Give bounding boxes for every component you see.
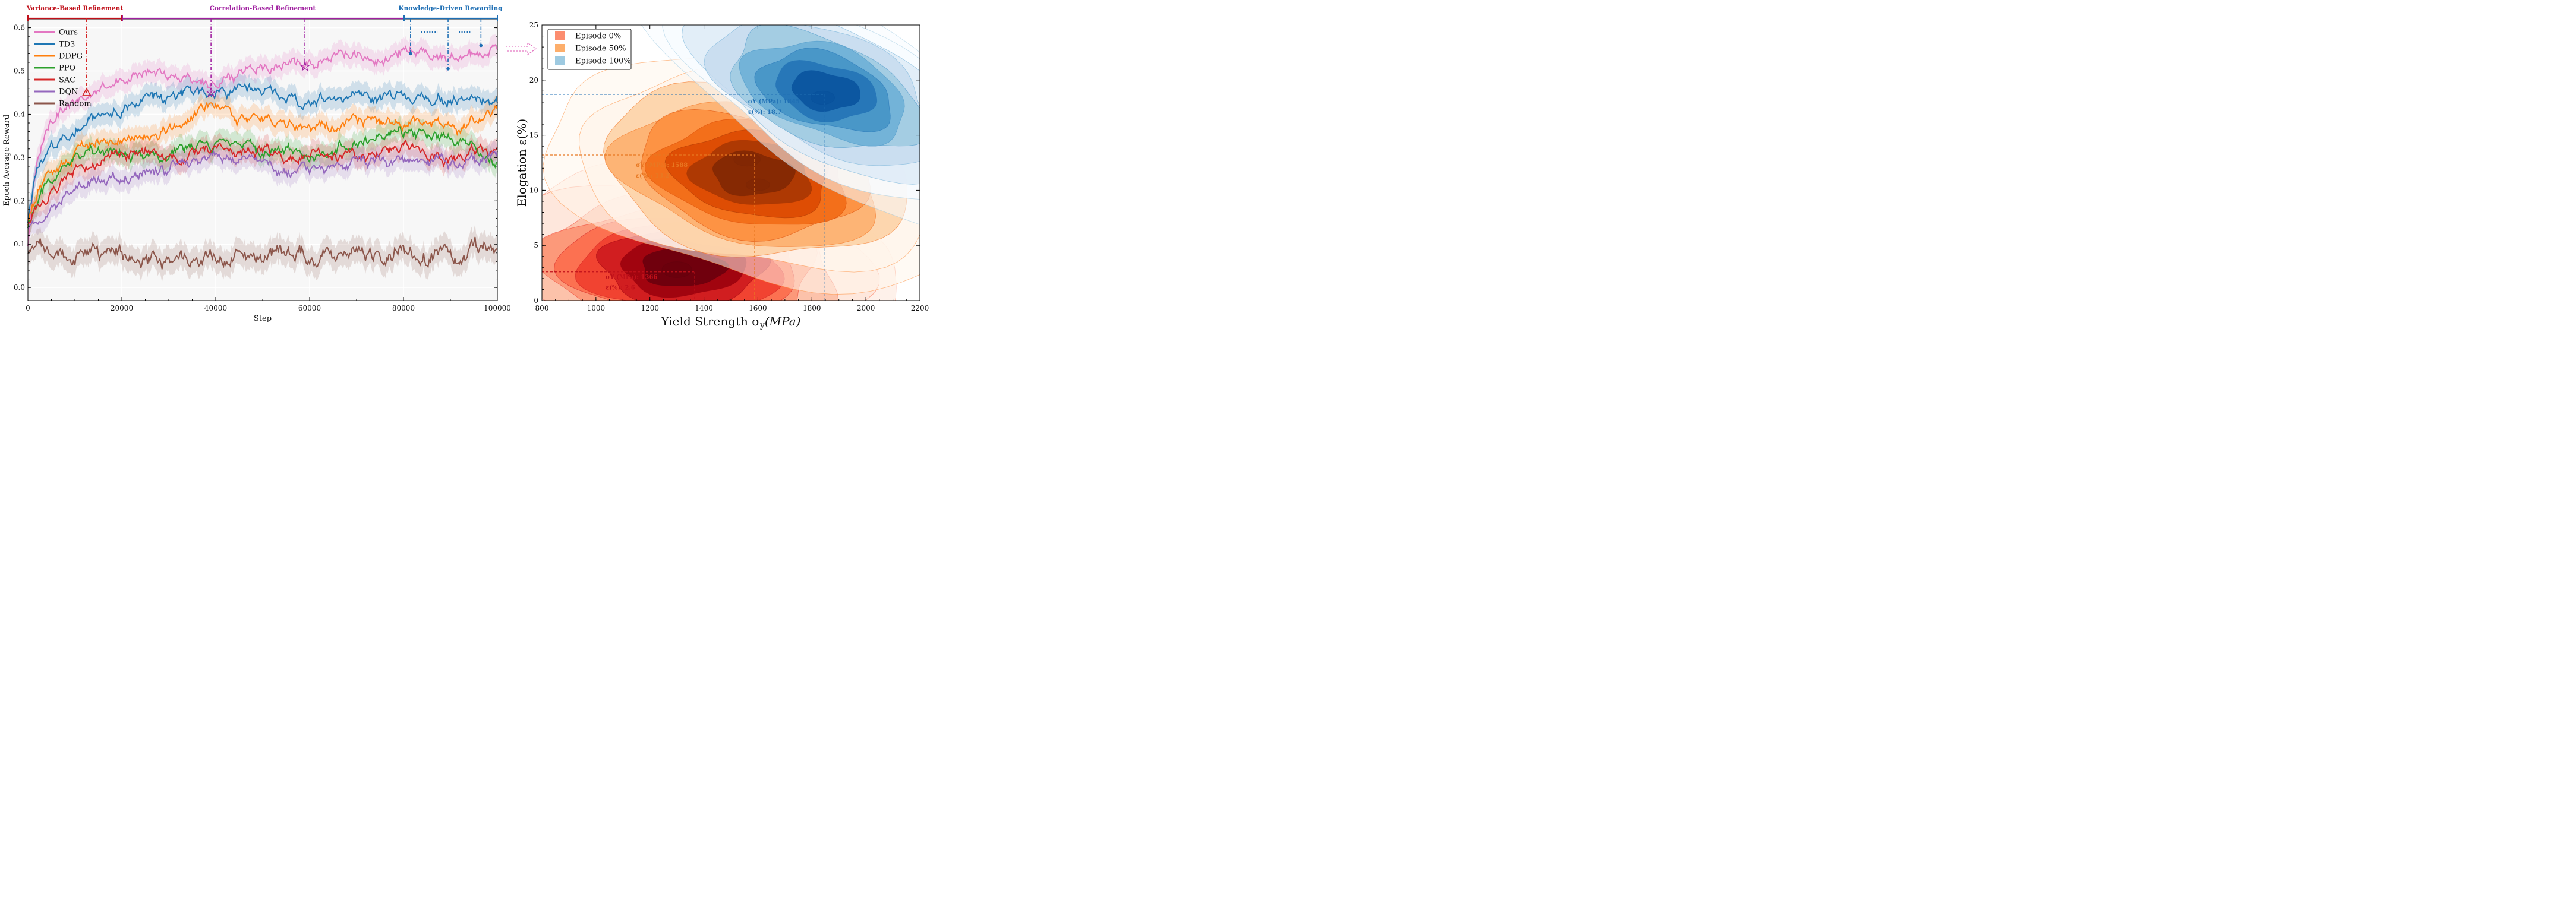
phase-label: Knowledge-Driven Rewarding (399, 5, 503, 12)
y-axis-title: Elogation ε(%) (515, 119, 529, 207)
x-tick-label: 1400 (695, 304, 713, 312)
y-tick-label: 0.4 (14, 110, 25, 118)
value-annotations: σY (MPa): 1366 ε(%): 2.6 σY (MPa): 1588 ε(%… (542, 94, 825, 301)
x-tick-label: 60000 (298, 304, 321, 312)
hollow-arrow-icon (506, 42, 537, 56)
y-tick-label: 0.6 (14, 24, 25, 32)
legend-label: Ours (59, 29, 78, 37)
legend-label: SAC (59, 76, 75, 85)
x-tick-label: 80000 (392, 304, 415, 312)
y-tick-label: 0.0 (14, 283, 25, 292)
series-lines (27, 43, 498, 270)
annotation-value: ε(%): 2.6 (606, 285, 635, 292)
y-tick-label: 0.3 (14, 153, 25, 162)
x-tick-label: 1600 (749, 304, 767, 312)
line-sac (27, 139, 498, 224)
legend-label: TD3 (59, 40, 75, 49)
y-tick-label: 5 (534, 241, 538, 249)
axes: 0.0 0.1 0.2 0.3 0.4 0.5 0.6 0 20000 40000 60000 800… (14, 18, 511, 312)
legend-swatch (555, 56, 565, 65)
peak-ring (661, 261, 692, 278)
y-tick-label: 25 (529, 21, 538, 29)
y-tick-label: 0.5 (14, 67, 25, 75)
legend-box (547, 29, 632, 70)
x-tick-label: 2000 (857, 304, 875, 312)
x-tick-label: 1200 (641, 304, 659, 312)
x-tick-label: 0 (26, 304, 30, 312)
star-marker (206, 87, 216, 97)
line-dqn (27, 149, 498, 230)
x-tick-label: 1800 (803, 304, 821, 312)
annotation-label: σY (MPa): 1588 (636, 162, 688, 169)
y-axis-title: Epoch Average Reward (2, 115, 11, 206)
band-random (28, 224, 497, 283)
x-axis-title: Yield Strength σy(MPa) (661, 314, 801, 330)
x-tick-label: 100000 (484, 304, 511, 312)
peak-ring (745, 178, 770, 191)
dot-marker (409, 52, 412, 56)
legend-swatch (555, 44, 565, 52)
legend: Ours TD3 DDPG PPO SAC DQN Random (34, 29, 92, 109)
phase-label: Variance-Based Refinement (26, 5, 123, 12)
legend-label: Episode 50% (575, 45, 626, 53)
phase-label: Correlation-Based Refinement (210, 5, 316, 12)
y-tick-label: 0.1 (14, 240, 25, 248)
y-tick-label: 15 (529, 131, 538, 140)
line-ppo (27, 126, 498, 229)
density-contours (542, 25, 920, 301)
peak-ring (733, 152, 761, 167)
x-tick-label: 2200 (911, 304, 929, 312)
y-tick-label: 0.2 (14, 197, 25, 205)
dot-marker (479, 43, 483, 48)
peak-ring (810, 90, 835, 105)
annotation-value: ε(%): 13.2 (636, 173, 670, 179)
annotation-label: σY (MPa): 1366 (606, 274, 657, 281)
line-random (27, 236, 498, 270)
x-tick-label: 40000 (204, 304, 227, 312)
line-ours (27, 43, 498, 246)
figure: 0.00.10.20.30.40.50.60 20000 40000 60000 800… (2, 5, 929, 330)
y-tick-label: 20 (529, 76, 538, 84)
annotation-value: ε(%): 18.7 (748, 109, 782, 116)
x-tick-label: 1000 (587, 304, 606, 312)
dot-marker (446, 67, 450, 71)
band-dqn (28, 140, 497, 241)
legend-swatch (555, 31, 565, 40)
legend-label: Random (59, 100, 92, 109)
x-axis-title: Step (254, 314, 272, 323)
x-tick-label: 800 (535, 304, 549, 312)
reward-line-chart: 0.0 0.1 0.2 0.3 0.4 0.5 0.6 0 20000 40000 60000 800… (2, 5, 511, 323)
axes: 800 1000 1200 1400 1600 1800 2000 2200 0 5 10 15 20 2… (529, 21, 929, 312)
annotation-label: σY (MPa): 1845 (748, 99, 800, 105)
x-tick-label: 20000 (111, 304, 133, 312)
triangle-marker (81, 87, 92, 96)
star-marker (299, 61, 310, 71)
phase-markers (81, 18, 483, 97)
legend: Episode 0% Episode 50% Episode 100% (547, 29, 632, 70)
contour-episode-100- (791, 70, 860, 112)
legend-label: DDPG (59, 52, 83, 61)
contour-episode-50- (712, 150, 796, 197)
line-ddpg (27, 101, 498, 226)
y-tick-label: 0 (534, 296, 538, 305)
contour-chart: σY (MPa): 1366 ε(%): 2.6 σY (MPa): 1588 ε(%… (515, 21, 929, 330)
legend-label: PPO (59, 64, 75, 73)
y-tick-label: 10 (529, 186, 538, 194)
legend-label: Episode 0% (575, 32, 621, 41)
legend-label: DQN (59, 88, 78, 97)
band-ddpg (28, 92, 497, 236)
legend-label: Episode 100% (575, 57, 631, 66)
line-td3 (27, 83, 498, 223)
phase-bar: Variance-Based Refinement Correlation-Bas… (26, 5, 503, 21)
